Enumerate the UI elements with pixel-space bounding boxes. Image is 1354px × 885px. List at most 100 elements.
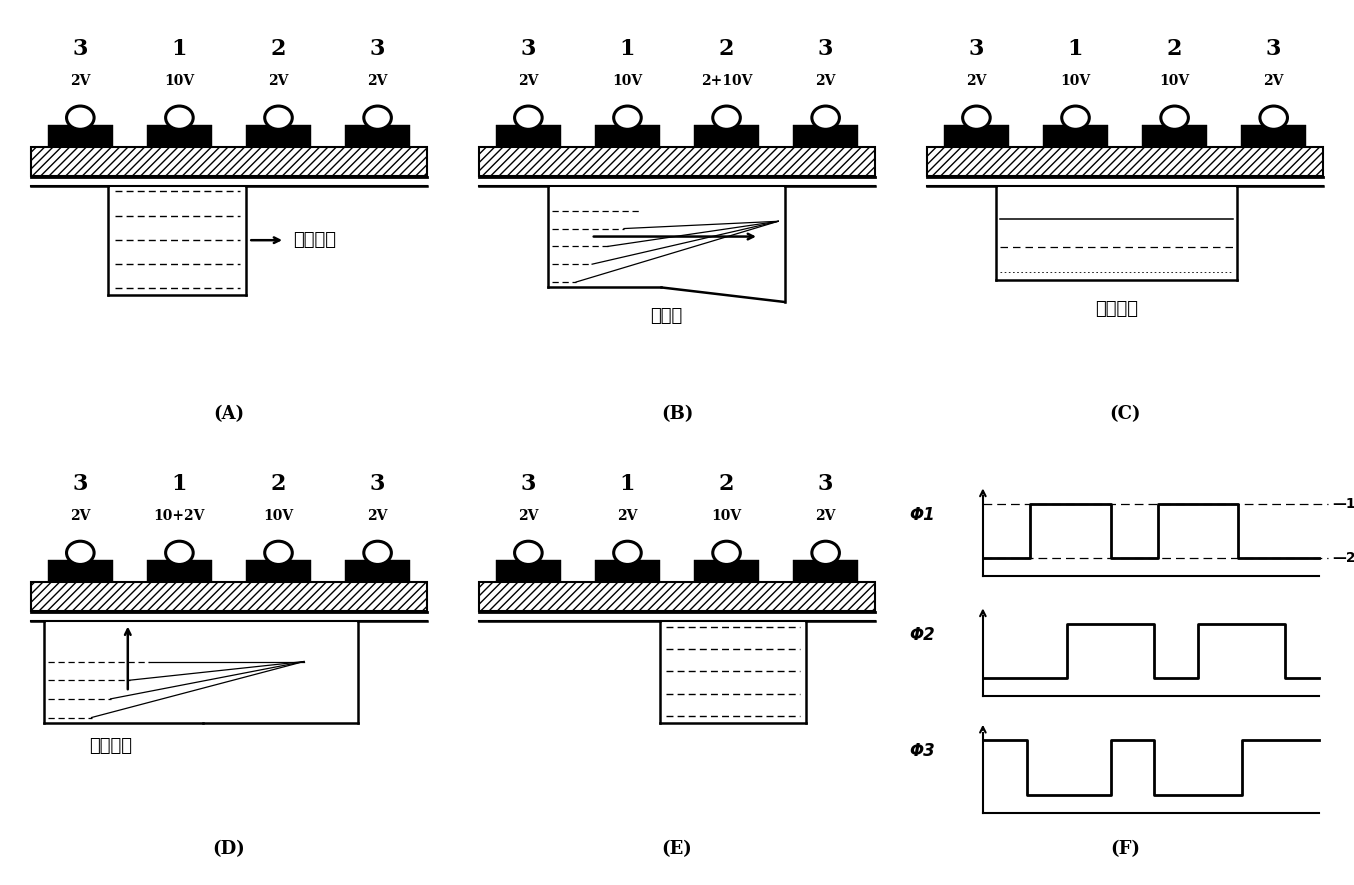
Text: (F): (F) [1110, 840, 1140, 858]
Circle shape [165, 542, 194, 565]
Text: 2V: 2V [815, 510, 835, 524]
Circle shape [712, 542, 741, 565]
Text: 3: 3 [521, 473, 536, 495]
Text: 1: 1 [620, 473, 635, 495]
Bar [345, 560, 410, 582]
Circle shape [963, 106, 990, 129]
Text: 2V: 2V [367, 74, 387, 88]
Text: Φ2: Φ2 [910, 626, 936, 643]
Text: 3: 3 [73, 473, 88, 495]
Text: 2V: 2V [1263, 74, 1284, 88]
Text: 3: 3 [818, 37, 833, 59]
Text: 3: 3 [370, 37, 386, 59]
Bar [479, 582, 875, 611]
Bar [31, 582, 427, 611]
Text: 3: 3 [818, 473, 833, 495]
Text: (E): (E) [662, 840, 692, 858]
Circle shape [265, 542, 292, 565]
Bar [1044, 125, 1108, 147]
Text: —10V: —10V [1332, 496, 1354, 511]
Bar [695, 125, 758, 147]
Circle shape [613, 542, 642, 565]
Text: 2: 2 [271, 37, 286, 59]
Text: 2+10V: 2+10V [701, 74, 753, 88]
Text: 2V: 2V [519, 74, 539, 88]
Text: —2V: —2V [1332, 551, 1354, 566]
Text: 2V: 2V [815, 74, 835, 88]
Text: 新势阱: 新势阱 [650, 307, 682, 326]
Text: 电荷势阱: 电荷势阱 [294, 231, 337, 250]
Circle shape [1062, 106, 1090, 129]
Bar [148, 125, 211, 147]
Circle shape [613, 106, 642, 129]
Text: 10V: 10V [711, 510, 742, 524]
Circle shape [364, 106, 391, 129]
Text: 3: 3 [1266, 37, 1281, 59]
Bar [496, 125, 561, 147]
Text: 1: 1 [172, 37, 187, 59]
Text: (D): (D) [213, 840, 245, 858]
Text: 10+2V: 10+2V [154, 510, 204, 524]
Circle shape [712, 106, 741, 129]
Text: 2V: 2V [519, 510, 539, 524]
Text: 1: 1 [1068, 37, 1083, 59]
Bar [695, 560, 758, 582]
Bar [596, 125, 659, 147]
Text: 电荷耦合: 电荷耦合 [1095, 300, 1137, 319]
Circle shape [812, 542, 839, 565]
Bar [246, 560, 310, 582]
Circle shape [515, 542, 542, 565]
Text: 2: 2 [271, 473, 286, 495]
Text: (B): (B) [661, 405, 693, 423]
Text: 3: 3 [73, 37, 88, 59]
Text: 10V: 10V [1060, 74, 1090, 88]
Text: 电荷移动: 电荷移动 [89, 737, 131, 755]
Text: 3: 3 [370, 473, 386, 495]
Text: 3: 3 [521, 37, 536, 59]
Text: 2V: 2V [967, 74, 987, 88]
Circle shape [1160, 106, 1189, 129]
Text: 10V: 10V [1159, 74, 1190, 88]
Circle shape [165, 106, 194, 129]
Text: 2V: 2V [70, 74, 91, 88]
Text: 1: 1 [620, 37, 635, 59]
Circle shape [515, 106, 542, 129]
Bar [596, 560, 659, 582]
Text: 2V: 2V [617, 510, 638, 524]
Bar [793, 560, 858, 582]
Bar [479, 147, 875, 176]
Text: 2: 2 [719, 37, 734, 59]
Text: 2V: 2V [367, 510, 387, 524]
Circle shape [66, 542, 95, 565]
Circle shape [265, 106, 292, 129]
Bar [496, 560, 561, 582]
Text: 2: 2 [719, 473, 734, 495]
Bar [1242, 125, 1305, 147]
Text: 10V: 10V [612, 74, 643, 88]
Text: 10V: 10V [264, 510, 294, 524]
Bar [31, 147, 427, 176]
Bar [1143, 125, 1206, 147]
Text: 3: 3 [968, 37, 984, 59]
Bar [49, 560, 112, 582]
Text: Φ3: Φ3 [910, 742, 936, 760]
Bar [49, 125, 112, 147]
Circle shape [812, 106, 839, 129]
Text: 2V: 2V [268, 74, 288, 88]
Bar [345, 125, 410, 147]
Bar [944, 125, 1009, 147]
Text: 2V: 2V [70, 510, 91, 524]
Circle shape [364, 542, 391, 565]
Bar [927, 147, 1323, 176]
Text: 10V: 10V [164, 74, 195, 88]
Text: 1: 1 [172, 473, 187, 495]
Circle shape [66, 106, 95, 129]
Bar [148, 560, 211, 582]
Text: Φ1: Φ1 [910, 505, 936, 524]
Bar [246, 125, 310, 147]
Text: (C): (C) [1109, 405, 1141, 423]
Text: 2: 2 [1167, 37, 1182, 59]
Bar [793, 125, 858, 147]
Circle shape [1259, 106, 1288, 129]
Text: (A): (A) [214, 405, 245, 423]
